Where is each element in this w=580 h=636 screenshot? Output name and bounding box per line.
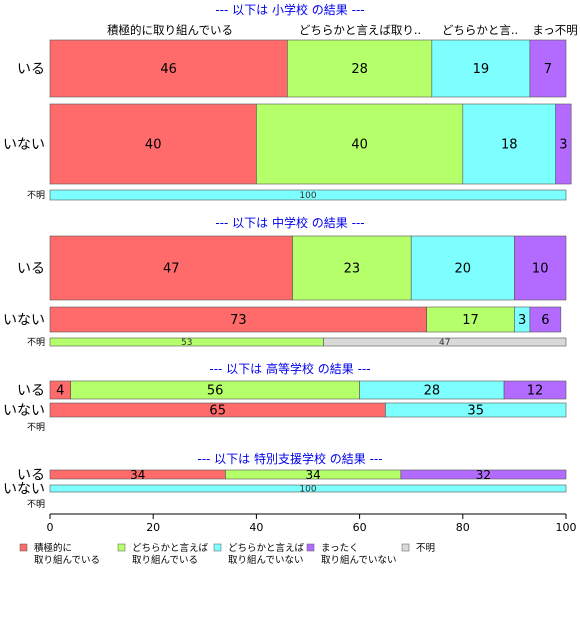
row-label: いない (3, 137, 45, 153)
row-label: 不明 (27, 499, 45, 510)
bar-segment (503, 380, 567, 400)
bar-segment (431, 39, 531, 98)
bar-segment (292, 235, 412, 301)
bar-value-label: 6 (541, 313, 549, 328)
bar-value-label: 19 (473, 62, 490, 77)
row-label: 不明 (27, 337, 45, 348)
bar-value-label: 56 (207, 384, 224, 399)
legend-label: どちらかと言えば (132, 542, 209, 554)
bar-value-label: 35 (467, 404, 484, 419)
bar-segment (400, 469, 567, 480)
bar-segment (410, 235, 515, 301)
bar-segment (49, 189, 567, 201)
bar-value-label: 23 (344, 262, 361, 277)
bar-value-label: 18 (501, 138, 518, 153)
group-title: --- 以下は 中学校 の結果 --- (215, 215, 364, 230)
row-label: 不明 (27, 422, 45, 433)
bar-value-label: 34 (130, 468, 145, 482)
legend-label: 取り組んでいない (321, 554, 397, 566)
row-label: いる (17, 383, 45, 399)
bar-segment (287, 39, 433, 98)
legend-label: どちらかと言えば (228, 542, 305, 554)
group-title: --- 以下は 小学校 の結果 --- (215, 2, 364, 17)
bar-segment (529, 39, 567, 98)
bar-value-label: 40 (145, 138, 162, 153)
bar-value-label: 53 (181, 338, 192, 348)
bar-segment (426, 306, 515, 333)
bar-segment (49, 103, 257, 185)
top-category-label: どちらかと言えば取り.. (299, 23, 421, 37)
legend-label: 取り組んでいる (132, 554, 198, 566)
x-axis: 0 20 40 60 80 100 (47, 513, 577, 534)
bar-segment (555, 103, 572, 185)
bar-value-label: 46 (160, 62, 177, 77)
x-tick-label: 40 (249, 521, 263, 534)
legend-label: まったく (321, 543, 359, 554)
bar-value-label: 100 (299, 191, 316, 201)
bar-value-label: 100 (299, 485, 316, 495)
bar-value-label: 3 (518, 313, 526, 328)
bar-value-label: 47 (439, 338, 450, 348)
top-category-label: どちらかと言.. (442, 23, 518, 37)
bar-value-label: 17 (462, 313, 479, 328)
bar-value-label: 47 (163, 262, 180, 277)
bar-value-label: 3 (559, 138, 567, 153)
bar-value-label: 28 (351, 62, 368, 77)
bar-value-label: 10 (532, 262, 549, 277)
top-category-label: 積極的に取り組んでいる (107, 23, 233, 37)
top-category-labels: 積極的に取り組んでいる どちらかと言えば取り.. どちらかと言.. まっ不明 (107, 23, 578, 37)
bar-value-label: 34 (306, 468, 321, 482)
group-title: --- 以下は 高等学校 の結果 --- (209, 361, 370, 376)
x-tick-label: 0 (47, 521, 54, 534)
legend-label: 積極的に (34, 542, 72, 554)
bar-value-label: 40 (351, 138, 368, 153)
bar-segment (256, 103, 464, 185)
legend-label: 取り組んでいない (228, 554, 304, 566)
row-label: いる (17, 468, 45, 484)
bar-value-label: 12 (527, 384, 544, 399)
legend-swatch (306, 543, 315, 552)
x-tick-label: 80 (456, 521, 470, 534)
bar-value-label: 7 (544, 62, 552, 77)
bar-segment (514, 235, 567, 301)
row-label: いない (3, 313, 45, 329)
legend-label: 取り組んでいる (34, 554, 100, 566)
bar-value-label: 73 (230, 313, 247, 328)
x-tick-label: 60 (353, 521, 367, 534)
bar-value-label: 4 (56, 384, 64, 399)
bar-segment (385, 402, 567, 418)
x-tick-label: 100 (556, 521, 577, 534)
group-title: --- 以下は 特別支援学校 の結果 --- (197, 451, 382, 466)
bar-value-label: 20 (455, 262, 472, 277)
bar-value-label: 32 (476, 468, 491, 482)
legend-swatch (19, 543, 28, 552)
x-tick-label: 20 (146, 521, 160, 534)
bar-value-label: 28 (424, 384, 441, 399)
bar-value-label: 65 (209, 404, 226, 419)
bar-segment (49, 39, 288, 98)
row-label: いる (17, 62, 45, 78)
row-label: いない (3, 482, 45, 498)
legend-swatch (117, 543, 126, 552)
bar-segment (529, 306, 562, 333)
bar-segment (49, 484, 567, 493)
row-label: いる (17, 261, 45, 277)
bar-segment (323, 337, 567, 347)
row-label: いない (3, 403, 45, 419)
legend: 積極的に取り組んでいるどちらかと言えば取り組んでいるどちらかと言えば取り組んでい… (19, 542, 435, 566)
legend-swatch (401, 543, 410, 552)
legend-label: 不明 (416, 543, 435, 554)
group-titles: --- 以下は 小学校 の結果 --- --- 以下は 中学校 の結果 --- --… (197, 2, 382, 466)
row-label: 不明 (27, 190, 45, 201)
legend-swatch (213, 543, 222, 552)
top-category-label: まっ不明 (532, 23, 578, 37)
